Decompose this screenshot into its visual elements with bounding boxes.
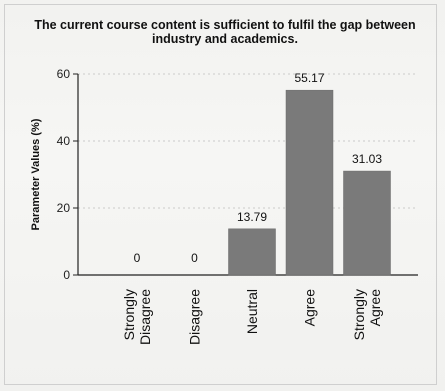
category-label: Agree: [302, 289, 318, 327]
chart-frame: [4, 4, 437, 385]
data-label: 13.79: [237, 210, 267, 224]
bar: [228, 228, 276, 276]
chart-title: The current course content is sufficient…: [34, 18, 416, 46]
y-tick-label: 20: [57, 201, 71, 215]
data-label: 31.03: [352, 152, 382, 166]
y-tick-label: 40: [57, 134, 71, 148]
category-label: Strongly: [121, 289, 137, 340]
y-tick-label: 0: [63, 268, 70, 282]
data-label: 0: [134, 251, 141, 265]
data-label: 55.17: [294, 71, 324, 85]
bar: [285, 89, 334, 276]
category-label: Disagree: [137, 289, 153, 345]
bar: [343, 170, 391, 276]
category-label: Strongly: [351, 289, 367, 340]
y-axis-label: Parameter Values (%): [30, 118, 42, 230]
category-label: Agree: [367, 289, 383, 327]
data-label: 0: [191, 251, 198, 265]
category-label: Neutral: [244, 289, 260, 334]
category-label: Disagree: [187, 289, 203, 345]
y-tick-label: 60: [57, 67, 71, 81]
